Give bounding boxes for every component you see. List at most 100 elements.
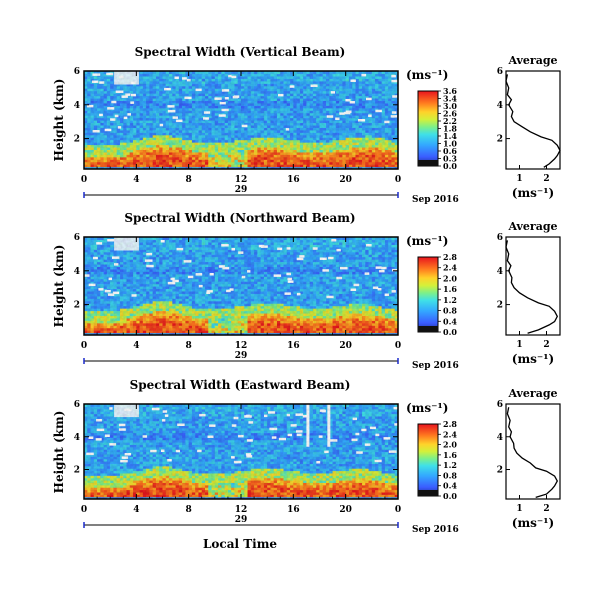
colorbar-tick-label: 1.2 (443, 295, 457, 305)
y-tick-label: 2 (74, 301, 80, 311)
panel-eastward-beam: Spectral Width (Eastward Beam) 0 4 8 12 16 20… (52, 378, 561, 535)
x-tick-label: 4 (133, 175, 139, 185)
colorbar-tick-label: 0.6 (443, 146, 457, 156)
profile-x-tick: 1 (516, 340, 522, 350)
colorbar-tick-label: 2.8 (443, 252, 457, 262)
panel-title: Spectral Width (Vertical Beam) (135, 45, 346, 59)
colorbar-tick-label: 2.4 (443, 429, 457, 439)
x-tick-label: 20 (339, 505, 352, 515)
x-tick-label: 0 (81, 175, 87, 185)
x-tick-label: 16 (287, 175, 300, 185)
colorbar-unit: (ms⁻¹) (406, 68, 448, 82)
colorbar-tick-label: 2.0 (443, 440, 457, 450)
profile-y-tick: 4 (497, 433, 503, 443)
x-tick-label: 8 (186, 505, 192, 515)
colorbar-tick-label: 1.6 (443, 284, 457, 294)
profile-y-tick: 2 (497, 466, 503, 476)
profile-line (505, 240, 559, 334)
x-tick-label: 16 (287, 341, 300, 351)
colorbar-gradient (417, 90, 439, 167)
colorbar-tick-label: 0.8 (443, 306, 457, 316)
x-tick-label: 0 (395, 341, 401, 351)
colorbar: (ms⁻¹) 3.63.43.02.62.21.81.41.00.60.30.0 (406, 68, 457, 171)
profile-unit: (ms⁻¹) (512, 352, 554, 366)
day-label: 29 (235, 351, 248, 361)
x-tick-label: 4 (133, 341, 139, 351)
x-tick-label: 8 (186, 175, 192, 185)
panel-vertical-beam: Spectral Width (Vertical Beam) 0 4 8 12 16 20… (52, 45, 561, 205)
colorbar-tick-label: 3.6 (443, 86, 457, 96)
x-tick-label: 12 (235, 505, 248, 515)
profile-y-tick: 4 (497, 101, 503, 111)
colorbar-tick-label: 1.6 (443, 450, 457, 460)
colorbar-tick-label: 1.4 (443, 131, 457, 141)
profile-title: Average (507, 54, 557, 67)
y-tick-label: 2 (74, 135, 80, 145)
colorbar-tick-label: 1.2 (443, 460, 457, 470)
day-label: 29 (235, 185, 248, 195)
x-tick-label: 8 (186, 341, 192, 351)
colorbar-tick-label: 1.8 (443, 124, 457, 134)
colorbar-unit: (ms⁻¹) (406, 401, 448, 415)
colorbar-tick-label: 0.8 (443, 470, 457, 480)
profile-x-tick: 2 (543, 340, 549, 350)
profile-frame (505, 236, 561, 336)
x-tick-label: 12 (235, 175, 248, 185)
y-axis-label: Height (km) (52, 245, 66, 328)
heatmap-field (84, 71, 398, 169)
colorbar-gradient (417, 423, 439, 497)
x-tick-label: 20 (339, 341, 352, 351)
profile-unit: (ms⁻¹) (512, 186, 554, 200)
colorbar-tick-label: 0.3 (443, 154, 457, 164)
colorbar-tick-label: 3.0 (443, 101, 457, 111)
y-axis-label: Height (km) (52, 411, 66, 494)
y-tick-label: 4 (74, 267, 80, 277)
panel-title: Spectral Width (Northward Beam) (124, 211, 355, 225)
y-axis-label: Height (km) (52, 79, 66, 162)
average-profile: Average 1 2 2 4 6 (ms⁻¹) (497, 54, 561, 200)
date-label: Sep 2016 (412, 361, 459, 371)
x-tick-label: 16 (287, 505, 300, 515)
average-profile: Average 1 2 2 4 6 (ms⁻¹) (497, 387, 561, 530)
colorbar-tick-label: 3.4 (443, 94, 457, 104)
heatmap-plot: 0 4 8 12 16 20 0 2 4 6 29 Sep 2016 (74, 400, 459, 535)
colorbar-tick-label: 2.0 (443, 273, 457, 283)
y-tick-label: 2 (74, 466, 80, 476)
y-tick-label: 4 (74, 433, 80, 443)
colorbar-tick-label: 0.4 (443, 481, 457, 491)
x-tick-label: 0 (81, 505, 87, 515)
colorbar-tick-label: 0.4 (443, 316, 457, 326)
panel-title: Spectral Width (Eastward Beam) (130, 378, 351, 392)
colorbar: (ms⁻¹) 2.82.42.01.61.20.80.40.0 (406, 401, 457, 501)
colorbar-tick-label: 2.2 (443, 116, 457, 126)
profile-line (506, 407, 559, 499)
profile-unit: (ms⁻¹) (512, 516, 554, 530)
profile-line (505, 74, 561, 168)
profile-x-tick: 2 (543, 504, 549, 514)
date-label: Sep 2016 (412, 195, 459, 205)
heatmap-plot: 0 4 8 12 16 20 0 2 4 6 29 Sep 2016 (74, 233, 459, 371)
profile-y-tick: 2 (497, 301, 503, 311)
heatmap-field (84, 237, 398, 335)
colorbar: (ms⁻¹) 2.82.42.01.61.20.80.40.0 (406, 234, 457, 337)
x-tick-label: 20 (339, 175, 352, 185)
colorbar-tick-label: 1.0 (443, 139, 457, 149)
colorbar-tick-label: 0.0 (443, 161, 457, 171)
y-tick-label: 6 (74, 233, 80, 243)
colorbar-gradient (417, 256, 439, 333)
profile-y-tick: 2 (497, 135, 503, 145)
y-tick-label: 4 (74, 101, 80, 111)
panel-northward-beam: Spectral Width (Northward Beam) 0 4 8 12 16 2… (52, 211, 561, 371)
colorbar-tick-label: 0.0 (443, 327, 457, 337)
profile-frame (505, 403, 561, 500)
heatmap-plot: 0 4 8 12 16 20 0 2 4 6 29 Sep 2016 (74, 67, 459, 205)
date-label: Sep 2016 (412, 525, 459, 535)
profile-title: Average (507, 220, 557, 233)
y-tick-label: 6 (74, 400, 80, 410)
x-tick-label: 0 (81, 341, 87, 351)
colorbar-tick-label: 2.8 (443, 419, 457, 429)
y-tick-label: 6 (74, 67, 80, 77)
average-profile: Average 1 2 2 4 6 (ms⁻¹) (497, 220, 561, 366)
x-tick-label: 4 (133, 505, 139, 515)
